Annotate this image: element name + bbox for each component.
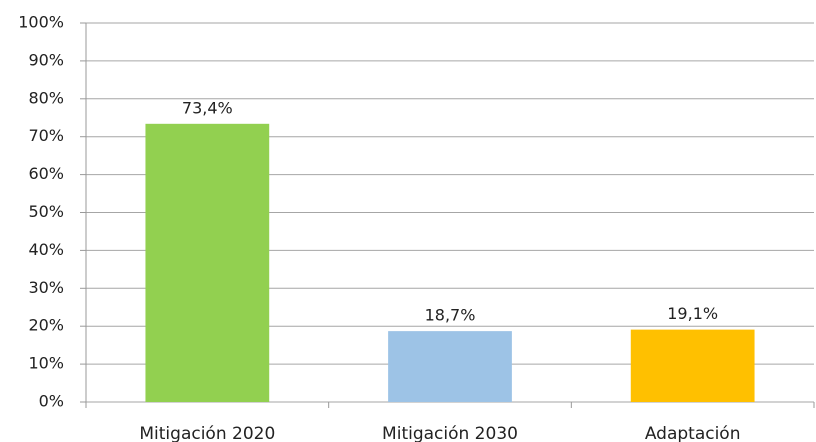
y-tick-label: 80% bbox=[28, 88, 64, 107]
y-tick-label: 60% bbox=[28, 164, 64, 183]
y-tick-label: 30% bbox=[28, 278, 64, 297]
bar bbox=[145, 123, 270, 403]
y-tick-label: 40% bbox=[28, 240, 64, 259]
x-tick-label: Mitigación 2030 bbox=[382, 424, 518, 442]
y-tick-label: 70% bbox=[28, 126, 64, 145]
data-label: 18,7% bbox=[425, 306, 476, 325]
y-tick-label: 10% bbox=[28, 354, 64, 373]
y-tick-label: 50% bbox=[28, 202, 64, 221]
x-tick-label: Adaptación bbox=[645, 424, 741, 442]
y-tick-label: 0% bbox=[39, 392, 64, 411]
y-tick-label: 90% bbox=[28, 50, 64, 69]
data-label: 19,1% bbox=[667, 304, 718, 323]
y-tick-label: 20% bbox=[28, 316, 64, 335]
y-tick-label: 100% bbox=[18, 13, 64, 32]
bar bbox=[388, 331, 512, 402]
data-label: 73,4% bbox=[182, 98, 233, 117]
bar bbox=[630, 329, 755, 402]
x-tick-label: Mitigación 2020 bbox=[139, 424, 275, 442]
